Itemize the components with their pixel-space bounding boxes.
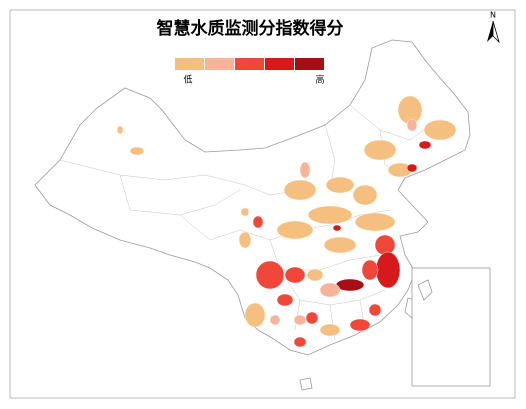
- region: [319, 282, 341, 298]
- region: [406, 118, 418, 132]
- region: [332, 224, 342, 232]
- legend-high: 高: [315, 74, 324, 86]
- region: [423, 119, 457, 141]
- region: [354, 212, 396, 232]
- region: [368, 303, 382, 317]
- region: [283, 179, 317, 201]
- legend-low: 低: [183, 74, 192, 86]
- region: [335, 278, 365, 292]
- region: [375, 251, 401, 289]
- legend-swatch: [235, 58, 264, 70]
- region: [299, 161, 311, 179]
- hainan: [299, 377, 313, 391]
- region: [349, 318, 371, 332]
- region: [269, 314, 281, 326]
- region: [252, 215, 264, 229]
- region: [255, 260, 285, 290]
- region: [352, 184, 378, 206]
- province-lines: [59, 104, 431, 341]
- region: [325, 176, 355, 194]
- region: [293, 336, 307, 348]
- north-arrow: N: [487, 11, 500, 44]
- arrow-right: [492, 20, 500, 44]
- region: [319, 323, 341, 337]
- inset-frame: [411, 267, 491, 387]
- region: [306, 268, 324, 282]
- region: [418, 140, 432, 150]
- region: [116, 125, 124, 135]
- region: [284, 266, 306, 284]
- region: [276, 220, 314, 240]
- region: [323, 236, 357, 254]
- region: [244, 302, 266, 328]
- region: [305, 311, 319, 325]
- country-outline: [34, 39, 471, 356]
- region: [307, 205, 353, 225]
- region: [238, 231, 252, 249]
- region: [129, 146, 145, 156]
- inset-coast: [417, 279, 433, 301]
- regions: [116, 95, 457, 348]
- region: [240, 207, 250, 217]
- map-title: 智慧水质监测分指数得分: [157, 18, 344, 39]
- legend-swatch: [295, 58, 324, 70]
- legend: 低 高: [175, 58, 325, 86]
- region: [276, 293, 294, 307]
- region: [363, 139, 397, 161]
- region: [406, 163, 418, 173]
- legend-swatch: [265, 58, 294, 70]
- arrow-left: [487, 21, 493, 42]
- region: [293, 314, 307, 326]
- north-label: N: [490, 11, 496, 20]
- frame: [9, 9, 516, 399]
- region: [361, 259, 379, 281]
- region: [374, 234, 396, 256]
- legend-swatch: [175, 58, 204, 70]
- legend-swatch: [205, 58, 234, 70]
